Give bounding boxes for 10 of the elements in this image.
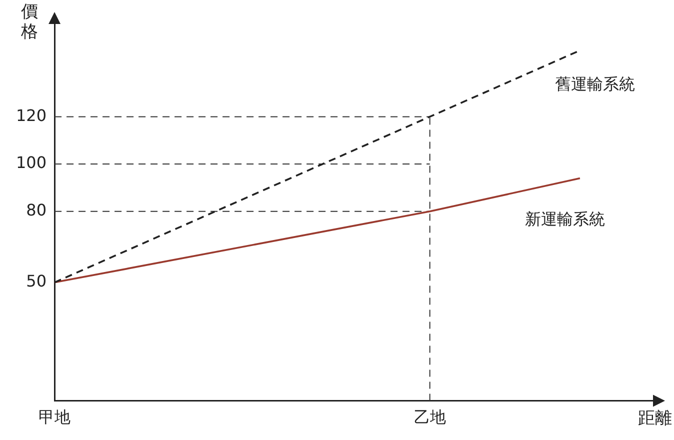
y-axis-title: 價格 bbox=[20, 2, 38, 42]
series-label: 新運輸系統 bbox=[524, 209, 605, 228]
y-tick-label: 50 bbox=[26, 272, 47, 291]
y-tick-label: 100 bbox=[16, 153, 47, 172]
y-tick-label: 80 bbox=[26, 200, 47, 220]
series-label: 舊運輸系統 bbox=[554, 74, 635, 94]
y-tick-label: 120 bbox=[16, 106, 47, 125]
x-tick-label: 乙地 bbox=[414, 408, 446, 427]
x-tick-label: 甲地 bbox=[38, 408, 71, 427]
x-axis-title: 距離 bbox=[638, 408, 672, 429]
